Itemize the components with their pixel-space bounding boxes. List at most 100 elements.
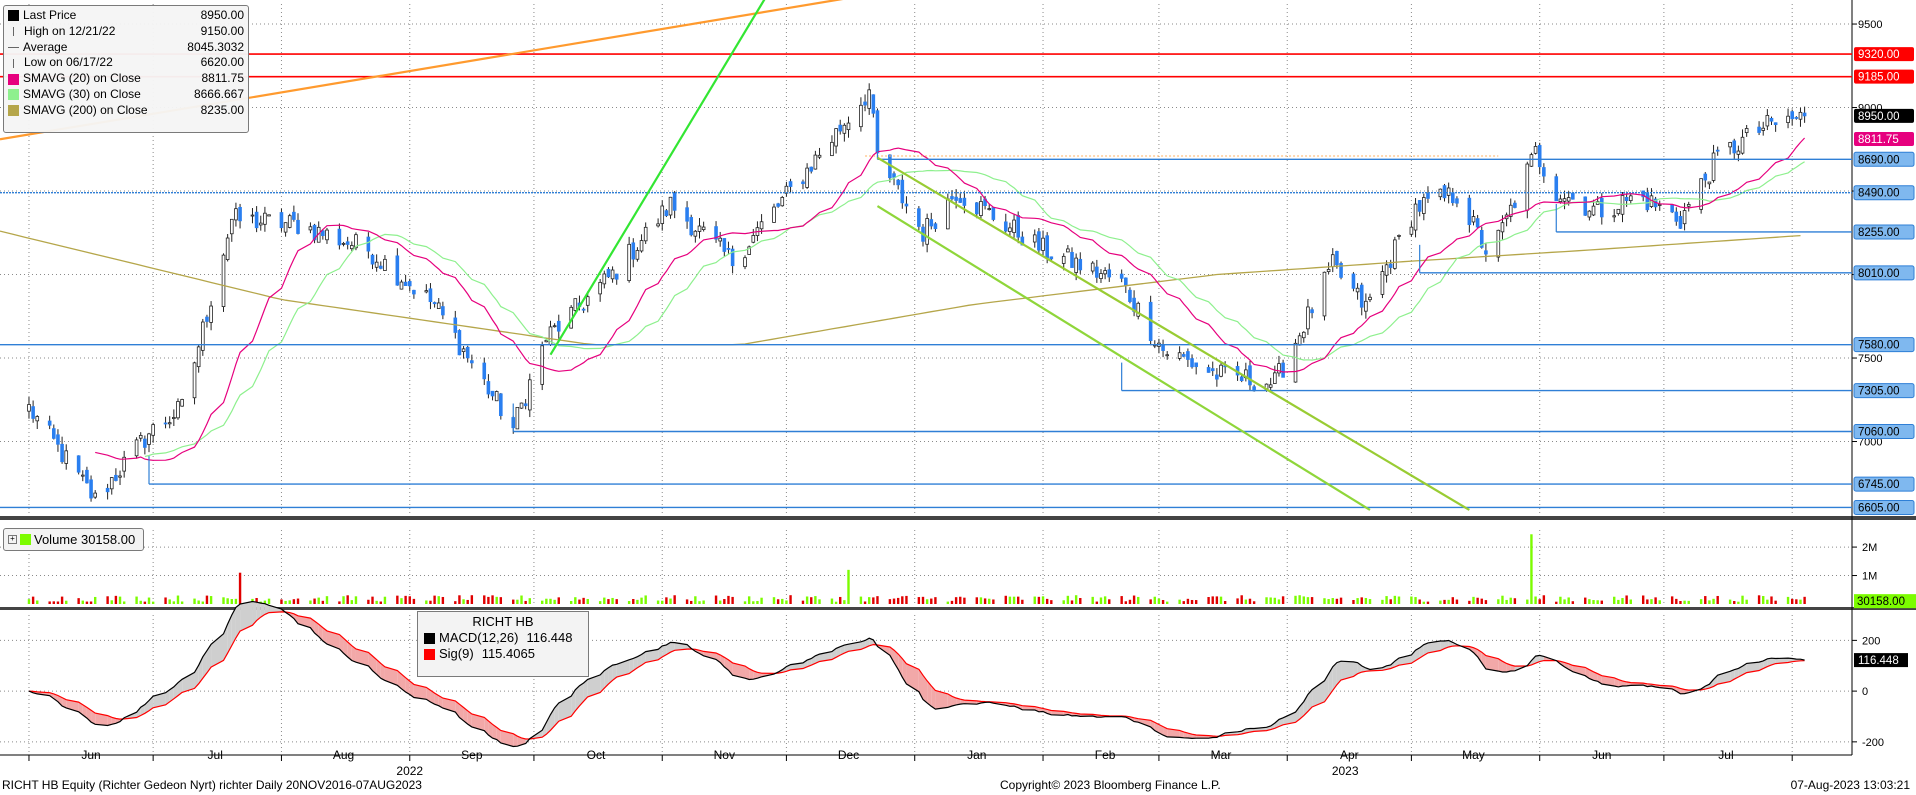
candle-body (1297, 335, 1302, 346)
candle-body (163, 422, 168, 425)
macd-last-box (1854, 653, 1908, 668)
volume-bar (1629, 599, 1632, 604)
candle-body (1393, 239, 1397, 269)
level-label-box (1854, 108, 1914, 123)
legend-swatch (8, 73, 19, 85)
volume-bar (1658, 600, 1661, 604)
legend-swatch (8, 89, 19, 101)
candle-body (403, 281, 408, 287)
candle-body (201, 321, 205, 351)
candle-body (1037, 231, 1041, 251)
candle-body (1744, 128, 1749, 134)
macd-fill (260, 603, 265, 618)
candle-body (122, 456, 126, 472)
volume-bar (760, 597, 763, 604)
volume-bar (1484, 600, 1488, 604)
volume-bar (238, 572, 242, 604)
macd-fill (923, 675, 928, 703)
candle-body (544, 339, 549, 343)
volume-bar (292, 599, 296, 604)
macd-fill (1423, 642, 1428, 656)
macd-fill (1618, 679, 1623, 687)
macd-fill (1163, 726, 1168, 737)
volume-bar (1617, 599, 1620, 604)
volume-bar (516, 599, 519, 604)
panel-divider (0, 516, 1916, 520)
volume-bar (702, 600, 705, 604)
macd-fill (1415, 647, 1420, 661)
volume-bar (1774, 600, 1777, 604)
macd-fill (753, 670, 758, 680)
volume-bar (371, 596, 374, 604)
volume-bar (425, 600, 428, 604)
candle-body (470, 360, 474, 364)
candle-body (859, 104, 863, 128)
volume-bar (267, 598, 271, 604)
macd-fill (1477, 649, 1482, 664)
volume-bar (1095, 601, 1099, 604)
volume-bar (226, 598, 229, 604)
candle-body (1790, 111, 1794, 120)
macd-fill (860, 640, 866, 650)
candle-body (1455, 198, 1459, 204)
expand-icon[interactable]: + (8, 535, 17, 544)
candle-body (602, 273, 607, 285)
macd-fill (579, 682, 584, 706)
volume-bar (400, 598, 403, 604)
volume-bar (1447, 599, 1450, 604)
candle-body (176, 401, 180, 419)
macd-fill (815, 654, 820, 664)
signal-line (28, 611, 1805, 740)
candle-body (1599, 197, 1604, 218)
candle-body (1310, 309, 1314, 314)
macd-fill (351, 645, 356, 663)
volume-panel (27, 534, 1806, 604)
volume-bar (135, 596, 138, 604)
candle-body (606, 268, 611, 278)
volume-bar (338, 601, 341, 604)
candle-body (610, 269, 615, 280)
volume-bar (1120, 596, 1123, 604)
legend-item-sma200: SMAVG (200) on Close 8235.00 (8, 103, 244, 119)
volume-bar (834, 601, 838, 604)
macd-fill (666, 642, 671, 655)
volume-bar (1451, 597, 1454, 604)
volume-bar (1762, 596, 1765, 604)
candle-body (465, 346, 470, 359)
macd-fill (587, 674, 601, 697)
volume-bar (1008, 596, 1012, 604)
volume-bar (979, 597, 983, 604)
volume-bar (1178, 599, 1181, 604)
macd-fill (658, 645, 663, 660)
volume-bar (1455, 599, 1459, 604)
macd-fill (1730, 669, 1735, 682)
volume-bar (1567, 597, 1570, 604)
candle-body (205, 316, 209, 322)
volume-bar (888, 599, 892, 604)
volume-bar (586, 599, 589, 604)
macd-fill (500, 730, 514, 747)
volume-bar (925, 599, 929, 604)
candle-body (776, 203, 780, 207)
volume-bar (1157, 598, 1161, 604)
macd-fill (401, 674, 406, 693)
volume-bar (491, 595, 494, 604)
candle-body (1583, 196, 1588, 216)
volume-bar (1526, 599, 1529, 604)
candle-body (1417, 200, 1422, 212)
macd-fill (484, 717, 489, 735)
macd-fill (405, 677, 410, 695)
volume-bar (1021, 599, 1024, 604)
candle-body (350, 245, 354, 250)
macd-fill (177, 679, 183, 696)
legend-label: Low on 06/17/22 (24, 55, 113, 70)
volume-bar (1513, 598, 1517, 604)
candle-body (167, 422, 172, 425)
candle-body (900, 179, 905, 204)
volume-bar (1352, 599, 1355, 604)
candle-body (1446, 187, 1451, 196)
legend-item-sma30: SMAVG (30) on Close 8666.667 (8, 87, 244, 103)
candle-body (846, 122, 851, 131)
volume-bar (1600, 600, 1603, 604)
